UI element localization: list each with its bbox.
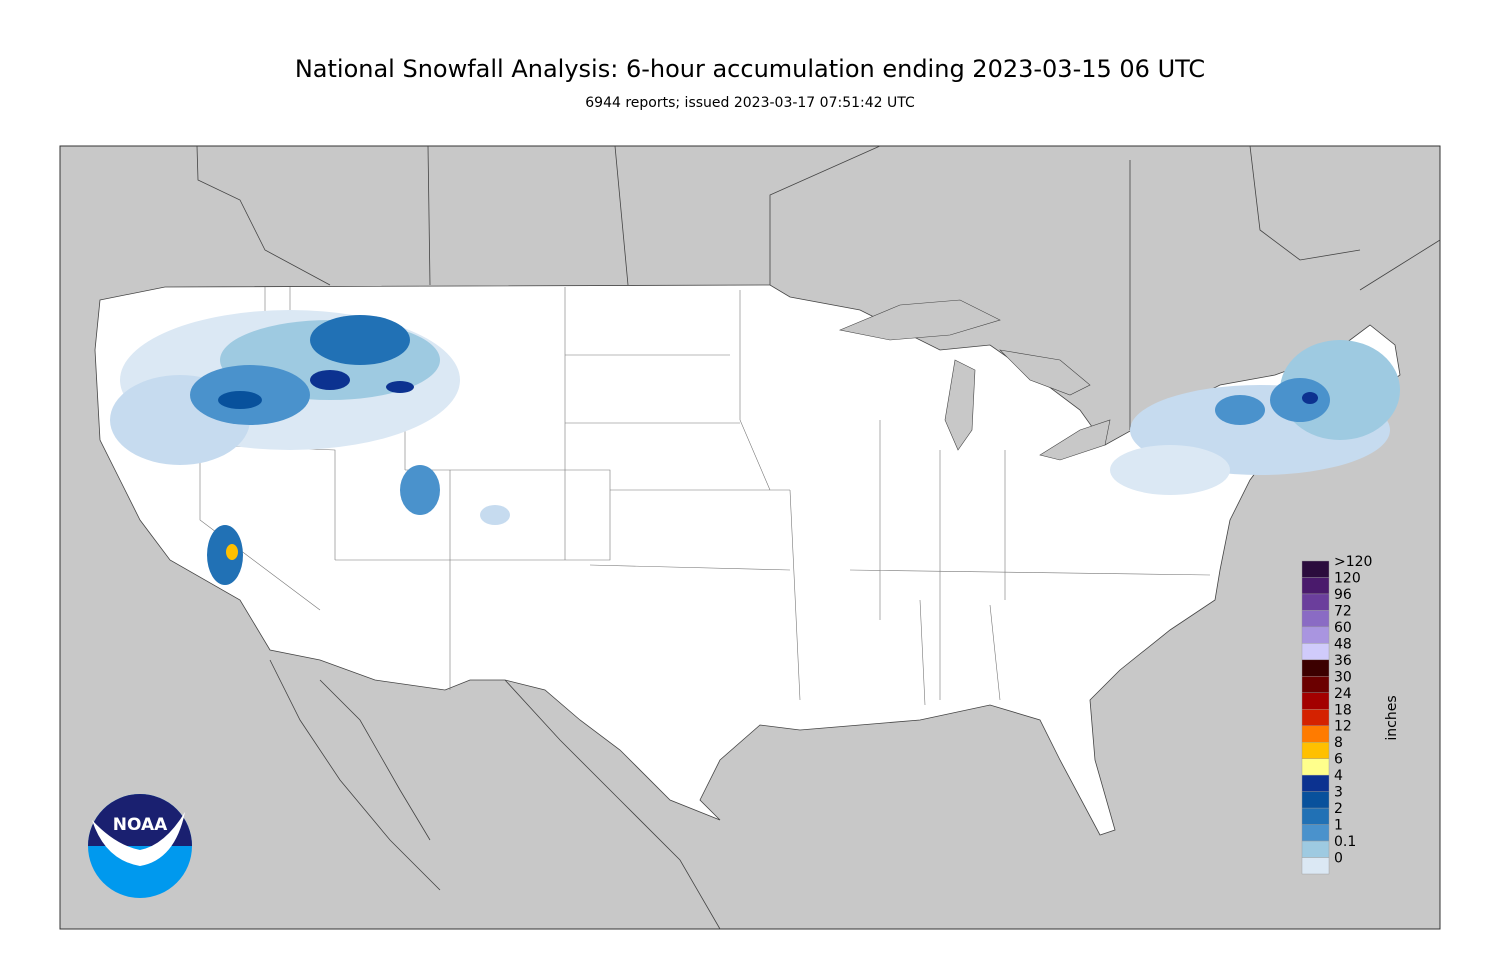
legend-label: 0 xyxy=(1334,851,1343,867)
legend-swatch xyxy=(1301,676,1330,693)
lake-erie xyxy=(1039,419,1111,461)
legend-swatch xyxy=(1301,774,1330,792)
legend-swatch xyxy=(1301,610,1330,628)
legend-swatch xyxy=(1301,626,1330,644)
subtitle: 6944 reports; issued 2023-03-17 07:51:42… xyxy=(585,95,915,111)
legend-label: 60 xyxy=(1334,620,1352,636)
legend: inches >1201209672604836302418128643210.… xyxy=(1301,554,1400,875)
legend-swatch xyxy=(1301,725,1330,743)
title: National Snowfall Analysis: 6-hour accum… xyxy=(295,55,1205,83)
legend-swatch xyxy=(1301,824,1330,842)
logo: NOAA xyxy=(88,794,192,898)
legend-label: 96 xyxy=(1334,587,1352,603)
lake-superior xyxy=(838,299,1001,341)
legend-swatch xyxy=(1301,758,1330,776)
snowfall xyxy=(110,310,1400,585)
legend-swatch xyxy=(1301,709,1330,726)
legend-swatch xyxy=(1301,840,1330,858)
legend-label: 8 xyxy=(1334,735,1343,751)
legend-swatch xyxy=(1301,692,1330,710)
legend-unit: inches xyxy=(1384,695,1400,740)
legend-label: >120 xyxy=(1334,554,1372,570)
legend-swatch xyxy=(1301,791,1330,809)
legend-label: 18 xyxy=(1334,702,1352,718)
legend-label: 1 xyxy=(1334,818,1343,834)
legend-label: 12 xyxy=(1334,719,1352,735)
legend-swatch xyxy=(1301,659,1330,677)
map xyxy=(59,145,1441,930)
legend-label: 30 xyxy=(1334,669,1352,685)
legend-label: 4 xyxy=(1334,768,1343,784)
boundary-lines xyxy=(196,145,1441,430)
legend-swatch xyxy=(1301,807,1330,825)
legend-swatch xyxy=(1301,857,1330,875)
legend-swatch xyxy=(1301,742,1330,759)
legend-label: 72 xyxy=(1334,603,1352,619)
legend-label: 120 xyxy=(1334,570,1361,586)
legend-label: 48 xyxy=(1334,636,1352,652)
legend-swatch xyxy=(1301,593,1330,611)
lake-huron xyxy=(999,349,1091,396)
legend-label: 36 xyxy=(1334,653,1352,669)
mexico-lines xyxy=(269,659,721,930)
legend-swatch xyxy=(1301,560,1330,578)
logo-text: NOAA xyxy=(113,815,168,835)
legend-label: 0.1 xyxy=(1334,834,1356,850)
lake-michigan xyxy=(944,359,976,451)
legend-label: 2 xyxy=(1334,801,1343,817)
legend-swatch xyxy=(1301,643,1330,661)
legend-swatch xyxy=(1301,577,1330,595)
legend-label: 3 xyxy=(1334,785,1343,801)
legend-label: 6 xyxy=(1334,752,1343,768)
legend-label: 24 xyxy=(1334,686,1352,702)
